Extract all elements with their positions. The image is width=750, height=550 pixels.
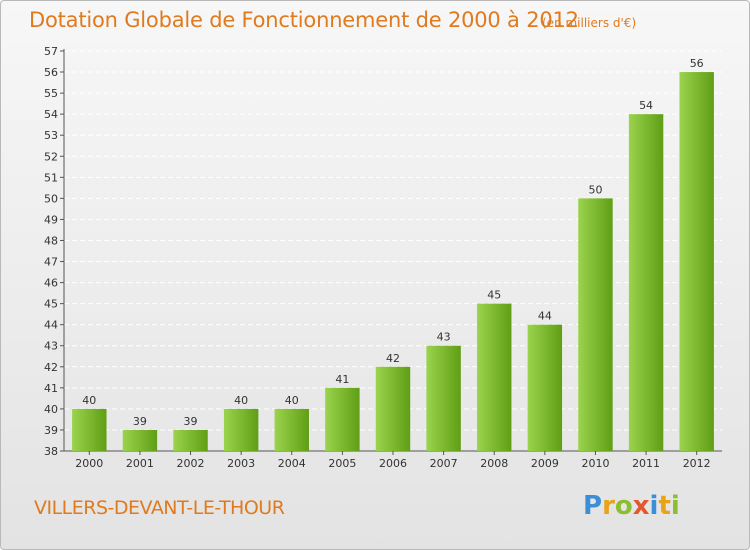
bar-value-label: 50 (588, 183, 602, 196)
y-tick-label: 54 (44, 108, 58, 121)
logo-letter: x (632, 491, 650, 521)
chart-title: Dotation Globale de Fonctionnement de 20… (29, 8, 579, 32)
x-tick-label: 2000 (75, 457, 103, 470)
bar-value-label: 56 (690, 57, 704, 70)
x-tick-label: 2002 (177, 457, 205, 470)
x-tick-label: 2008 (480, 457, 508, 470)
y-tick-label: 55 (44, 87, 58, 100)
x-tick-label: 2005 (328, 457, 356, 470)
bar-value-label: 39 (184, 415, 198, 428)
bar-value-label: 40 (234, 394, 248, 407)
y-tick-label: 45 (44, 298, 58, 311)
commune-name: VILLERS-DEVANT-LE-THOUR (34, 497, 285, 519)
bar-value-label: 54 (639, 99, 653, 112)
logo-letter: P (583, 491, 603, 521)
bar (223, 408, 259, 451)
bar-value-label: 40 (285, 394, 299, 407)
bar (122, 429, 158, 451)
logo-letter: i (670, 491, 680, 521)
y-tick-label: 41 (44, 382, 58, 395)
y-tick-label: 56 (44, 66, 58, 79)
bar (578, 198, 613, 451)
bar (679, 72, 714, 451)
x-tick-label: 2009 (531, 457, 559, 470)
proxiti-logo: Proxiti (583, 491, 680, 521)
logo-letter: o (614, 491, 633, 521)
x-tick-label: 2012 (683, 457, 711, 470)
bar (274, 408, 309, 451)
y-tick-label: 49 (44, 213, 58, 226)
bar-value-label: 40 (82, 394, 96, 407)
bars (72, 72, 714, 451)
x-tick-label: 2010 (581, 457, 609, 470)
logo-letter: i (649, 491, 659, 521)
x-tick-label: 2011 (632, 457, 660, 470)
bar (527, 324, 563, 451)
y-tick-label: 53 (44, 129, 58, 142)
y-tick-label: 50 (44, 192, 58, 205)
y-tick-label: 57 (44, 45, 58, 58)
y-tick-label: 38 (44, 445, 58, 458)
chart-unit: (en milliers d'€) (542, 16, 637, 30)
bar (325, 387, 360, 451)
y-tick-label: 40 (44, 403, 58, 416)
y-tick-label: 39 (44, 424, 58, 437)
bar (375, 366, 411, 451)
y-tick-label: 47 (44, 256, 58, 269)
logo-letter: r (602, 491, 615, 521)
y-tick-label: 51 (44, 171, 58, 184)
bar (477, 303, 512, 451)
x-tick-label: 2006 (379, 457, 407, 470)
labels: 40 2000 39 2001 39 2002 40 2003 40 2004 41 2005 42 20… (75, 57, 710, 470)
bar (173, 429, 208, 451)
bar-value-label: 42 (386, 352, 400, 365)
logo-letter: t (658, 491, 671, 521)
bar-value-label: 39 (133, 415, 147, 428)
x-tick-label: 2003 (227, 457, 255, 470)
y-tick-label: 52 (44, 150, 58, 163)
x-tick-label: 2001 (126, 457, 154, 470)
y-tick-label: 48 (44, 234, 58, 247)
bar (72, 408, 107, 451)
y-tick-label: 43 (44, 340, 58, 353)
y-tick-label: 42 (44, 361, 58, 374)
bar (628, 114, 664, 451)
bar-value-label: 45 (487, 289, 501, 302)
bar-value-label: 43 (437, 331, 451, 344)
bar (426, 345, 461, 451)
x-tick-label: 2007 (430, 457, 458, 470)
bar-value-label: 41 (335, 373, 349, 386)
y-tick-label: 44 (44, 319, 58, 332)
x-tick-label: 2004 (278, 457, 306, 470)
bar-value-label: 44 (538, 310, 552, 323)
y-tick-label: 46 (44, 277, 58, 290)
